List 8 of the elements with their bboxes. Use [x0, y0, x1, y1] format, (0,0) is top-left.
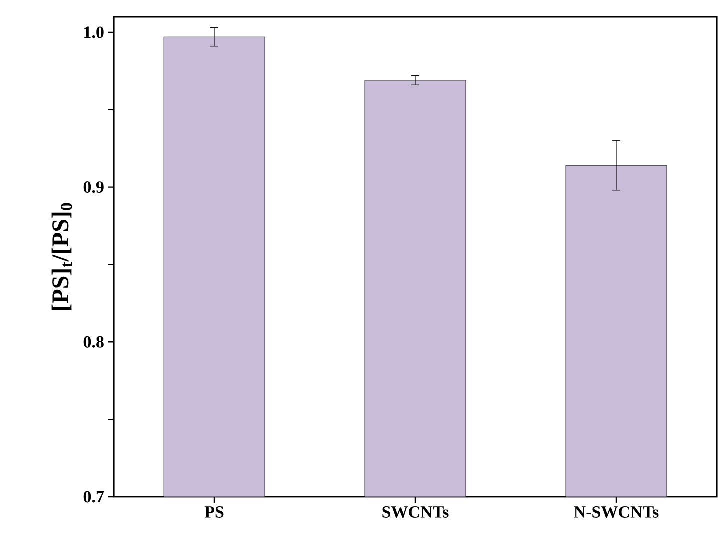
- x-tick-label: N-SWCNTs: [574, 506, 659, 518]
- y-axis-title: [PS]$_{t}$/[PS]$_{0}$: [52, 203, 72, 310]
- x-tick-label: PS: [204, 506, 224, 518]
- y-tick-label: 0.8: [84, 336, 104, 348]
- y-tick-label: 0.7: [84, 491, 104, 503]
- x-tick-label: SWCNTs: [382, 506, 449, 518]
- y-tick-label: 1.0: [84, 26, 104, 38]
- y-tick-label: 0.9: [84, 182, 104, 194]
